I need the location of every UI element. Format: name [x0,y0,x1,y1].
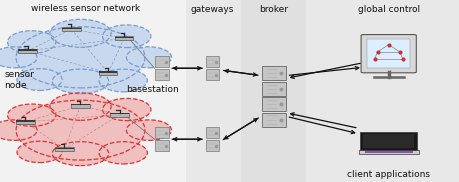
FancyBboxPatch shape [110,113,129,114]
Ellipse shape [0,120,37,140]
Ellipse shape [99,69,147,92]
Ellipse shape [126,47,171,68]
FancyBboxPatch shape [261,66,285,80]
Ellipse shape [7,31,56,53]
FancyBboxPatch shape [99,71,117,75]
FancyBboxPatch shape [360,35,415,73]
FancyBboxPatch shape [186,0,241,182]
FancyBboxPatch shape [71,104,90,108]
FancyBboxPatch shape [241,0,305,182]
Ellipse shape [52,69,108,94]
Ellipse shape [102,25,151,48]
Ellipse shape [126,120,171,140]
FancyBboxPatch shape [366,39,409,68]
Ellipse shape [16,100,145,160]
FancyBboxPatch shape [305,0,459,182]
FancyBboxPatch shape [18,49,37,53]
FancyBboxPatch shape [364,151,412,153]
FancyBboxPatch shape [115,36,133,40]
Text: global control: global control [357,5,419,13]
Ellipse shape [7,104,56,126]
Text: sensor
node: sensor node [5,70,34,90]
FancyBboxPatch shape [155,140,168,151]
Ellipse shape [102,98,151,121]
Text: broker: broker [258,5,288,13]
Ellipse shape [17,69,62,90]
FancyBboxPatch shape [155,56,168,68]
Text: gateways: gateways [190,5,234,13]
FancyBboxPatch shape [155,69,168,80]
FancyBboxPatch shape [358,150,418,154]
FancyBboxPatch shape [362,134,414,148]
Ellipse shape [50,93,111,120]
Ellipse shape [17,141,62,163]
FancyBboxPatch shape [155,127,168,139]
FancyBboxPatch shape [205,127,219,139]
FancyBboxPatch shape [205,140,219,151]
Ellipse shape [52,142,108,166]
FancyBboxPatch shape [261,113,285,127]
FancyBboxPatch shape [359,132,416,150]
FancyBboxPatch shape [261,82,285,96]
FancyBboxPatch shape [16,120,34,124]
FancyBboxPatch shape [16,120,34,122]
FancyBboxPatch shape [115,37,133,38]
Ellipse shape [0,47,37,68]
FancyBboxPatch shape [18,49,37,51]
FancyBboxPatch shape [205,56,219,68]
Ellipse shape [99,142,147,164]
FancyBboxPatch shape [55,148,73,149]
FancyBboxPatch shape [99,71,117,73]
Ellipse shape [16,27,145,88]
Text: wireless sensor network: wireless sensor network [30,4,140,13]
FancyBboxPatch shape [55,147,73,151]
FancyBboxPatch shape [62,27,80,31]
FancyBboxPatch shape [71,104,90,105]
Ellipse shape [50,19,111,47]
FancyBboxPatch shape [261,97,285,111]
FancyBboxPatch shape [62,27,80,29]
FancyBboxPatch shape [110,113,129,117]
Text: client applications: client applications [347,170,429,179]
Text: basestation: basestation [126,85,179,94]
FancyBboxPatch shape [205,69,219,80]
